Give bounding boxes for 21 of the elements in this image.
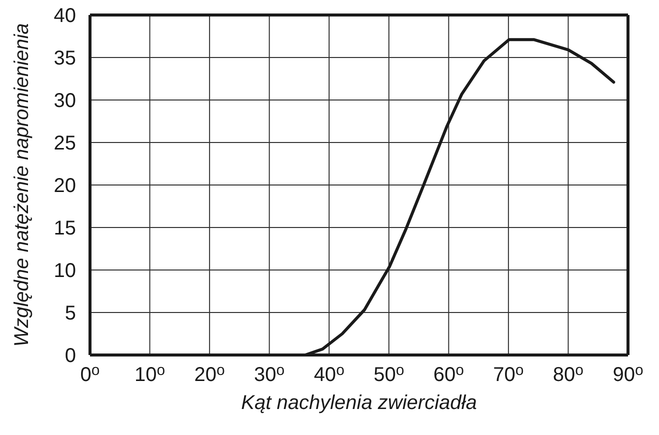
x-tick-label: 90$^{o}$ xyxy=(612,362,644,386)
x-tick-label: 60$^{o}$ xyxy=(433,362,464,386)
x-tick-label: 50$^{o}$ xyxy=(374,362,404,386)
x-tick-label: 80$^{o}$ xyxy=(552,362,584,386)
x-tick-label: 0$^{o}$ xyxy=(80,362,100,386)
y-tick-label: 30 xyxy=(54,90,76,112)
x-tick-label: 30$^{o}$ xyxy=(254,362,285,386)
x-tick-label: 20$^{o}$ xyxy=(194,362,225,386)
y-tick-label: 25 xyxy=(54,132,76,154)
y-axis-title: Względne natężenie napromienienia xyxy=(11,23,33,347)
x-tick-label: 10$^{o}$ xyxy=(134,362,166,386)
y-tick-label: 15 xyxy=(54,218,76,240)
y-tick-label: 0 xyxy=(64,345,76,367)
y-tick-label: 40 xyxy=(54,5,76,27)
y-tick-label: 5 xyxy=(64,302,76,324)
x-tick-label: 70$^{o}$ xyxy=(493,362,524,386)
x-tick-label: 40$^{o}$ xyxy=(314,362,344,386)
y-tick-label: 10 xyxy=(54,260,76,282)
x-axis-title: Kąt nachylenia zwierciadła xyxy=(241,392,477,414)
y-tick-label: 20 xyxy=(54,175,76,197)
y-tick-label: 35 xyxy=(54,48,76,70)
